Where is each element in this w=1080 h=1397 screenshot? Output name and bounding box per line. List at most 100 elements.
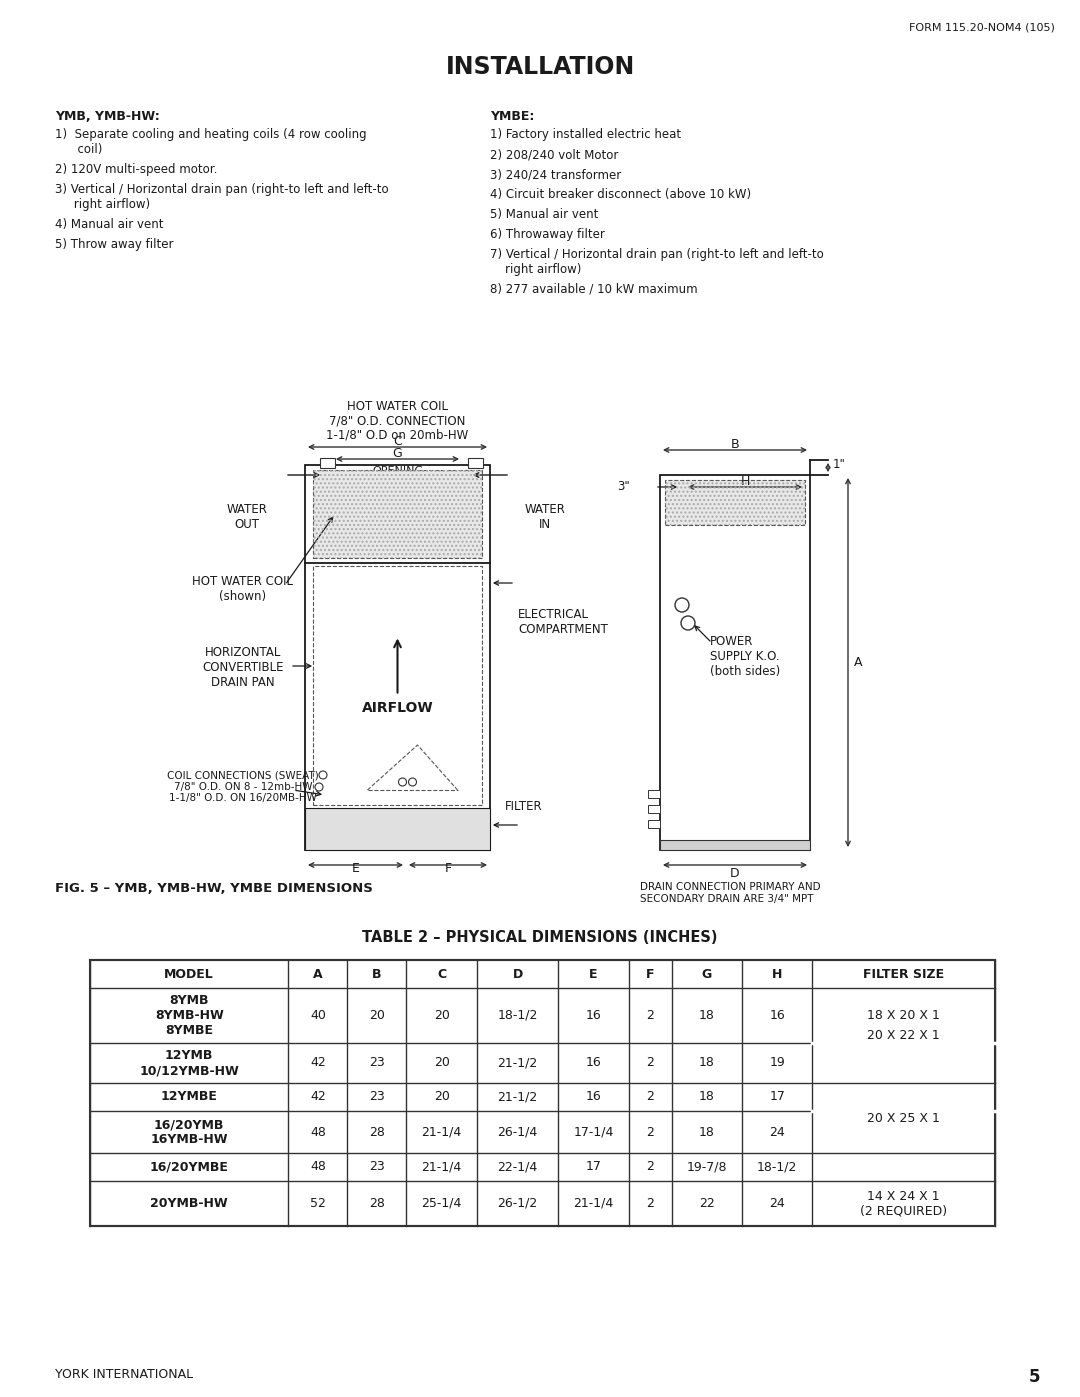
Circle shape [675, 598, 689, 612]
Text: 2) 120V multi-speed motor.: 2) 120V multi-speed motor. [55, 163, 217, 176]
Text: C: C [437, 968, 446, 981]
Text: 5) Manual air vent: 5) Manual air vent [490, 208, 598, 221]
Text: 16/20YMB
16YMB-HW: 16/20YMB 16YMB-HW [150, 1118, 228, 1146]
Text: YMB, YMB-HW:: YMB, YMB-HW: [55, 110, 160, 123]
Bar [320, 458, 335, 468]
Bar [648, 820, 660, 828]
Text: 20 X 25 X 1: 20 X 25 X 1 [867, 1112, 941, 1125]
Text: 21-1/2: 21-1/2 [498, 1091, 538, 1104]
Bar [90, 960, 995, 1227]
Bar [468, 458, 483, 468]
Text: 18: 18 [699, 1091, 715, 1104]
Text: 17-1/4: 17-1/4 [573, 1126, 613, 1139]
Text: 18-1/2: 18-1/2 [498, 1009, 538, 1023]
Text: G: G [702, 968, 712, 981]
Text: 20: 20 [369, 1009, 384, 1023]
Bar [660, 475, 810, 849]
Bar [665, 481, 805, 525]
Text: 3) Vertical / Horizontal drain pan (right-to left and left-to
     right airflow: 3) Vertical / Horizontal drain pan (righ… [55, 183, 389, 211]
Text: 16/20YMBE: 16/20YMBE [150, 1161, 229, 1173]
Text: 2: 2 [646, 1009, 654, 1023]
Text: 17: 17 [585, 1161, 602, 1173]
Text: 25-1/4: 25-1/4 [421, 1197, 462, 1210]
Circle shape [399, 778, 406, 787]
Bar [660, 840, 810, 849]
Text: 2: 2 [646, 1056, 654, 1070]
Text: D: D [512, 968, 523, 981]
Text: 18: 18 [699, 1056, 715, 1070]
Text: YMBE:: YMBE: [490, 110, 535, 123]
Text: 1) Factory installed electric heat: 1) Factory installed electric heat [490, 129, 681, 141]
Bar [90, 960, 995, 1227]
Bar [313, 469, 482, 557]
Text: 16: 16 [585, 1056, 602, 1070]
Text: 20: 20 [434, 1009, 449, 1023]
Text: 7/8" O.D. CONNECTION: 7/8" O.D. CONNECTION [329, 414, 465, 427]
Text: OPENING: OPENING [372, 467, 423, 476]
Text: 3) 240/24 transformer: 3) 240/24 transformer [490, 168, 621, 182]
Text: H: H [772, 968, 782, 981]
Text: ELECTRICAL
COMPARTMENT: ELECTRICAL COMPARTMENT [518, 608, 608, 636]
Text: F: F [445, 862, 451, 875]
Text: D: D [730, 868, 740, 880]
Text: 2: 2 [646, 1197, 654, 1210]
Text: 23: 23 [369, 1091, 384, 1104]
Text: 8YMB
8YMB-HW
8YMBE: 8YMB 8YMB-HW 8YMBE [154, 995, 224, 1037]
Text: FILTER: FILTER [505, 800, 542, 813]
Text: COIL CONNECTIONS (SWEAT)
7/8" O.D. ON 8 - 12mb-HW
1-1/8" O.D. ON 16/20MB-HW: COIL CONNECTIONS (SWEAT) 7/8" O.D. ON 8 … [167, 770, 319, 803]
Text: 42: 42 [310, 1056, 326, 1070]
Text: 40: 40 [310, 1009, 326, 1023]
Text: 21-1/4: 21-1/4 [421, 1126, 461, 1139]
Text: 20 X 22 X 1: 20 X 22 X 1 [867, 1030, 940, 1042]
Text: FILTER SIZE: FILTER SIZE [863, 968, 944, 981]
Text: G: G [393, 447, 403, 460]
Text: WATER
IN: WATER IN [525, 503, 566, 531]
Text: MODEL: MODEL [164, 968, 214, 981]
Text: HOT WATER COIL
(shown): HOT WATER COIL (shown) [192, 576, 294, 604]
Text: 16: 16 [585, 1091, 602, 1104]
Text: AIRFLOW: AIRFLOW [362, 700, 433, 714]
Circle shape [681, 616, 696, 630]
Text: 8) 277 available / 10 kW maximum: 8) 277 available / 10 kW maximum [490, 284, 698, 296]
Text: 42: 42 [310, 1091, 326, 1104]
Text: 2: 2 [646, 1091, 654, 1104]
Text: DRAIN CONNECTION PRIMARY AND
SECONDARY DRAIN ARE 3/4" MPT: DRAIN CONNECTION PRIMARY AND SECONDARY D… [640, 882, 821, 904]
Text: 28: 28 [369, 1197, 384, 1210]
Text: A: A [854, 655, 863, 669]
Text: C: C [393, 434, 402, 448]
Text: A: A [313, 968, 323, 981]
Text: 12YMB
10/12YMB-HW: 12YMB 10/12YMB-HW [139, 1049, 239, 1077]
Text: 18: 18 [699, 1126, 715, 1139]
Circle shape [319, 771, 327, 780]
Text: 20: 20 [434, 1091, 449, 1104]
Bar [648, 805, 660, 813]
Text: 4) Circuit breaker disconnect (above 10 kW): 4) Circuit breaker disconnect (above 10 … [490, 189, 751, 201]
Bar [313, 566, 482, 805]
Text: 2: 2 [646, 1126, 654, 1139]
Text: 22: 22 [699, 1197, 715, 1210]
Text: YORK INTERNATIONAL: YORK INTERNATIONAL [55, 1368, 193, 1382]
Text: 52: 52 [310, 1197, 326, 1210]
Bar [665, 481, 805, 525]
Text: E: E [590, 968, 598, 981]
Circle shape [315, 782, 323, 791]
Text: 17: 17 [769, 1091, 785, 1104]
Text: 21-1/2: 21-1/2 [498, 1056, 538, 1070]
Text: B: B [731, 439, 740, 451]
Text: 7) Vertical / Horizontal drain pan (right-to left and left-to
    right airflow): 7) Vertical / Horizontal drain pan (righ… [490, 249, 824, 277]
Text: 20YMB-HW: 20YMB-HW [150, 1197, 228, 1210]
Text: 2: 2 [646, 1161, 654, 1173]
Text: HORIZONTAL
CONVERTIBLE
DRAIN PAN: HORIZONTAL CONVERTIBLE DRAIN PAN [202, 645, 284, 689]
Text: 21-1/4: 21-1/4 [421, 1161, 461, 1173]
Text: POWER
SUPPLY K.O.
(both sides): POWER SUPPLY K.O. (both sides) [710, 636, 780, 678]
Text: 24: 24 [769, 1126, 785, 1139]
Text: 2) 208/240 volt Motor: 2) 208/240 volt Motor [490, 148, 619, 161]
Text: 18 X 20 X 1: 18 X 20 X 1 [867, 1009, 941, 1023]
Text: FORM 115.20-NOM4 (105): FORM 115.20-NOM4 (105) [909, 22, 1055, 32]
Text: 1": 1" [833, 458, 846, 472]
Text: 12YMBE: 12YMBE [161, 1091, 218, 1104]
Bar [305, 807, 490, 849]
Text: 4) Manual air vent: 4) Manual air vent [55, 218, 163, 231]
Text: HOT WATER COIL: HOT WATER COIL [347, 400, 448, 414]
Text: 19-7/8: 19-7/8 [687, 1161, 727, 1173]
